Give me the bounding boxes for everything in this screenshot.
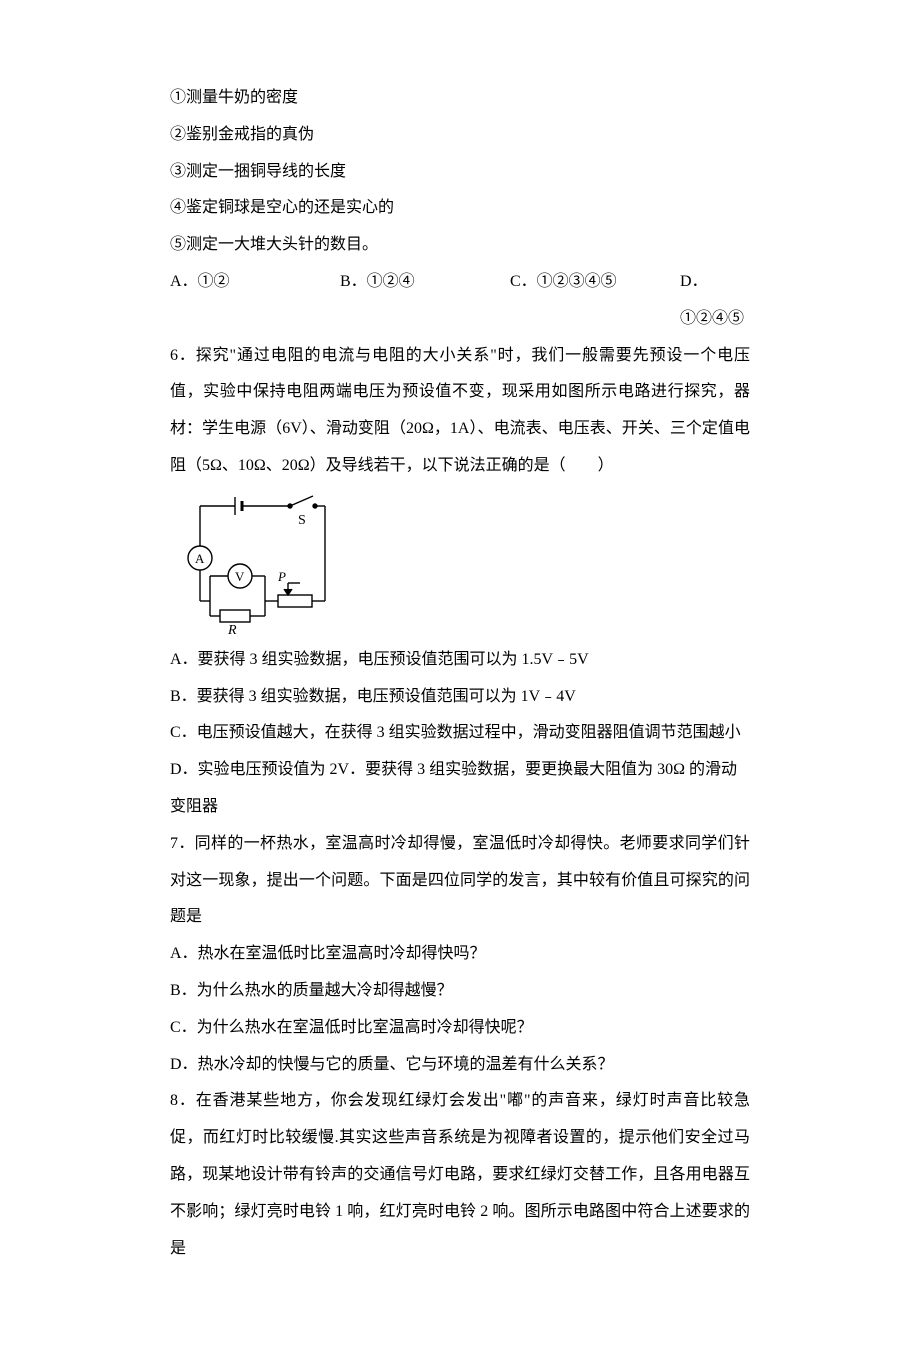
q6-option-a: A．要获得 3 组实验数据，电压预设值范围可以为 1.5V﹣5V	[170, 642, 750, 679]
exam-page: ①测量牛奶的密度 ②鉴别金戒指的真伪 ③测定一捆铜导线的长度 ④鉴定铜球是空心的…	[0, 0, 920, 1347]
q5-option-d: D．①②④⑤	[680, 264, 750, 338]
q5-options: A．①② B．①②④ C．①②③④⑤ D．①②④⑤	[170, 264, 750, 338]
label-p: P	[277, 569, 286, 584]
label-s: S	[298, 513, 306, 528]
q6-option-b: B．要获得 3 组实验数据，电压预设值范围可以为 1V﹣4V	[170, 679, 750, 716]
q6-option-d: D．实验电压预设值为 2V．要获得 3 组实验数据，要更换最大阻值为 30Ω 的…	[170, 752, 750, 826]
q5-item-1: ①测量牛奶的密度	[170, 80, 750, 117]
label-a: A	[195, 551, 205, 566]
label-r: R	[227, 623, 237, 636]
q7-option-a: A．热水在室温低时比室温高时冷却得快吗？	[170, 936, 750, 973]
q5-item-5: ⑤测定一大堆大头针的数目。	[170, 227, 750, 264]
q7-option-d: D．热水冷却的快慢与它的质量、它与环境的温差有什么关系？	[170, 1047, 750, 1084]
q7-option-b: B．为什么热水的质量越大冷却得越慢？	[170, 973, 750, 1010]
q6-stem: 6．探究"通过电阻的电流与电阻的大小关系"时，我们一般需要先预设一个电压值，实验…	[170, 338, 750, 485]
q5-item-3: ③测定一捆铜导线的长度	[170, 154, 750, 191]
q5-option-b: B．①②④	[340, 264, 510, 338]
q6-option-c: C．电压预设值越大，在获得 3 组实验数据过程中，滑动变阻器阻值调节范围越小	[170, 715, 750, 752]
q5-item-4: ④鉴定铜球是空心的还是实心的	[170, 190, 750, 227]
q5-option-a: A．①②	[170, 264, 340, 338]
q8-stem: 8．在香港某些地方，你会发现红绿灯会发出"嘟"的声音来，绿灯时声音比较急促，而红…	[170, 1083, 750, 1267]
q7-option-c: C．为什么热水在室温低时比室温高时冷却得快呢？	[170, 1010, 750, 1047]
q7-stem: 7．同样的一杯热水，室温高时冷却得慢，室温低时冷却得快。老师要求同学们针对这一现…	[170, 826, 750, 936]
q5-item-2: ②鉴别金戒指的真伪	[170, 117, 750, 154]
q5-option-c: C．①②③④⑤	[510, 264, 680, 338]
label-v: V	[235, 569, 245, 584]
circuit-diagram: S A V	[170, 491, 335, 636]
